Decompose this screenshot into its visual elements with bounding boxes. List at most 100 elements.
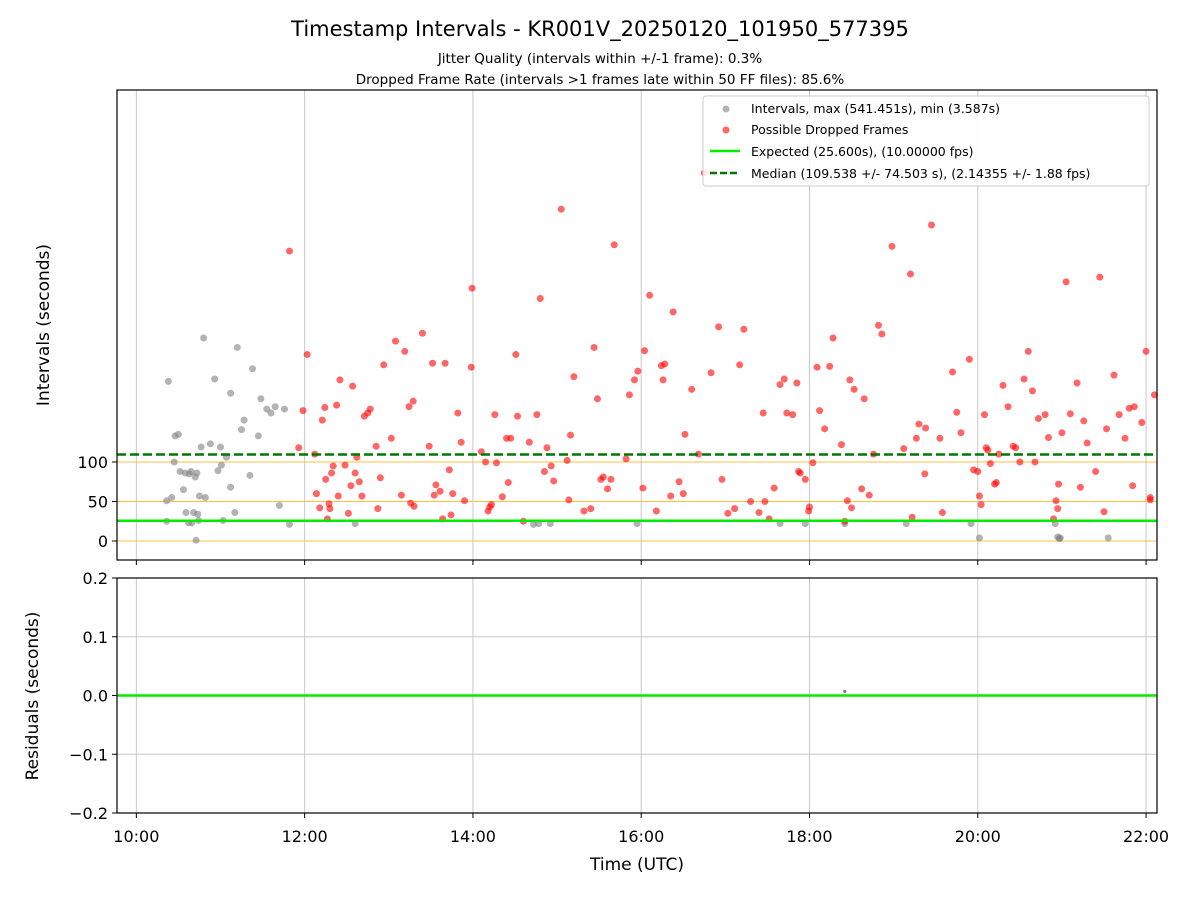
dropped-frame-point bbox=[874, 321, 882, 329]
dropped-frame-point bbox=[718, 475, 726, 483]
x-tick-label: 22:00 bbox=[1123, 827, 1169, 846]
dropped-frame-point bbox=[906, 270, 914, 278]
dropped-frame-point bbox=[731, 505, 739, 513]
dropped-frame-point bbox=[801, 475, 809, 483]
dropped-frame-point bbox=[1052, 497, 1060, 505]
dropped-frame-point bbox=[445, 466, 453, 474]
dropped-frame-point bbox=[661, 360, 669, 368]
interval-point bbox=[275, 501, 283, 509]
interval-point bbox=[216, 443, 224, 451]
y-tick-label: −0.2 bbox=[69, 804, 108, 823]
dropped-frame-point bbox=[707, 369, 715, 377]
dropped-frame-point bbox=[641, 347, 649, 355]
dropped-frame-point bbox=[1130, 403, 1138, 411]
dropped-frame-point bbox=[447, 511, 455, 519]
dropped-frame-point bbox=[634, 367, 642, 375]
dropped-frame-point bbox=[908, 513, 916, 521]
dropped-frame-point bbox=[915, 420, 923, 428]
dropped-frame-point bbox=[821, 425, 829, 433]
dropped-frame-point bbox=[392, 337, 400, 345]
dropped-frame-point bbox=[599, 473, 607, 481]
dropped-frame-point bbox=[912, 434, 920, 442]
dropped-frame-point bbox=[334, 492, 342, 500]
dropped-frame-point bbox=[1028, 387, 1036, 395]
dropped-frame-point bbox=[1066, 410, 1074, 418]
dropped-frame-point bbox=[1110, 371, 1118, 379]
dropped-frame-point bbox=[755, 509, 763, 517]
dropped-frame-point bbox=[285, 247, 293, 255]
dropped-frame-point bbox=[1092, 467, 1100, 475]
dropped-frame-point bbox=[759, 409, 767, 417]
dropped-frame-point bbox=[999, 381, 1007, 389]
interval-point bbox=[285, 520, 293, 528]
dropped-frame-point bbox=[1076, 483, 1084, 491]
dropped-frame-point bbox=[1044, 434, 1052, 442]
interval-point bbox=[1104, 534, 1112, 542]
dropped-frame-point bbox=[957, 429, 965, 437]
dropped-frame-point bbox=[977, 501, 985, 509]
dropped-frame-point bbox=[405, 403, 413, 411]
dropped-frame-point bbox=[593, 395, 601, 403]
reference-lines bbox=[117, 461, 1157, 542]
dropped-frame-point bbox=[344, 509, 352, 517]
dropped-frame-point bbox=[587, 505, 595, 513]
dropped-frame-point bbox=[736, 361, 744, 369]
dropped-frame-point bbox=[467, 363, 475, 371]
interval-point bbox=[170, 458, 178, 466]
dropped-frame-point bbox=[328, 469, 336, 477]
interval-point bbox=[246, 471, 254, 479]
dropped-frame-point bbox=[858, 485, 866, 493]
dropped-frame-point bbox=[318, 416, 326, 424]
dropped-frame-point bbox=[1121, 434, 1129, 442]
dropped-frame-point bbox=[813, 363, 821, 371]
residuals-panel: 0.2 0.1 0.0 −0.1 −0.2 10:00 12:00 14:00 16:00 18… bbox=[23, 560, 1169, 875]
dropped-frame-point bbox=[432, 481, 440, 489]
dropped-frame-point bbox=[981, 411, 989, 419]
dropped-frame-point bbox=[850, 385, 858, 393]
dropped-frame-point bbox=[1100, 508, 1108, 516]
dropped-frame-point bbox=[329, 462, 337, 470]
dropped-frame-point bbox=[953, 408, 961, 416]
dropped-frame-point bbox=[793, 379, 801, 387]
interval-point bbox=[195, 492, 203, 500]
x-tick-label: 18:00 bbox=[786, 827, 832, 846]
dropped-frame-point bbox=[461, 497, 469, 505]
dropped-frame-point bbox=[826, 362, 834, 370]
dropped-frame-point bbox=[927, 221, 935, 229]
dropped-frame-point bbox=[1055, 480, 1063, 488]
dropped-frame-point bbox=[326, 505, 334, 513]
dropped-frame-point bbox=[878, 330, 886, 338]
dropped-frame-point bbox=[780, 375, 788, 383]
dropped-frame-point bbox=[860, 395, 868, 403]
dropped-frame-point bbox=[1041, 411, 1049, 419]
dropped-frame-point bbox=[441, 359, 449, 367]
interval-points bbox=[163, 169, 1158, 544]
dropped-frame-point bbox=[563, 456, 571, 464]
dropped-frame-point bbox=[322, 475, 330, 483]
dropped-frame-point bbox=[316, 504, 324, 512]
dropped-frame-point bbox=[409, 397, 417, 405]
dropped-frame-point bbox=[1115, 411, 1123, 419]
interval-point bbox=[187, 467, 195, 475]
dropped-frame-point bbox=[372, 442, 380, 450]
interval-point bbox=[193, 469, 201, 477]
interval-point bbox=[257, 395, 265, 403]
dropped-frame-point bbox=[724, 509, 732, 517]
interval-point bbox=[280, 405, 288, 413]
dropped-frame-point bbox=[498, 493, 506, 501]
dropped-frame-point bbox=[1058, 429, 1066, 437]
interval-point bbox=[248, 365, 256, 373]
y-tick-label: −0.1 bbox=[69, 745, 108, 764]
legend-box bbox=[702, 95, 1150, 187]
dropped-frame-point bbox=[715, 323, 723, 331]
interval-point bbox=[197, 443, 205, 451]
dropped-frame-point bbox=[299, 407, 307, 415]
dropped-frame-point bbox=[366, 405, 374, 413]
dropped-frame-point bbox=[533, 411, 541, 419]
dropped-frame-point bbox=[607, 475, 615, 483]
interval-point bbox=[194, 510, 202, 518]
dropped-frame-point bbox=[669, 308, 677, 316]
dropped-frame-point bbox=[694, 450, 702, 458]
dropped-frame-point bbox=[454, 409, 462, 417]
